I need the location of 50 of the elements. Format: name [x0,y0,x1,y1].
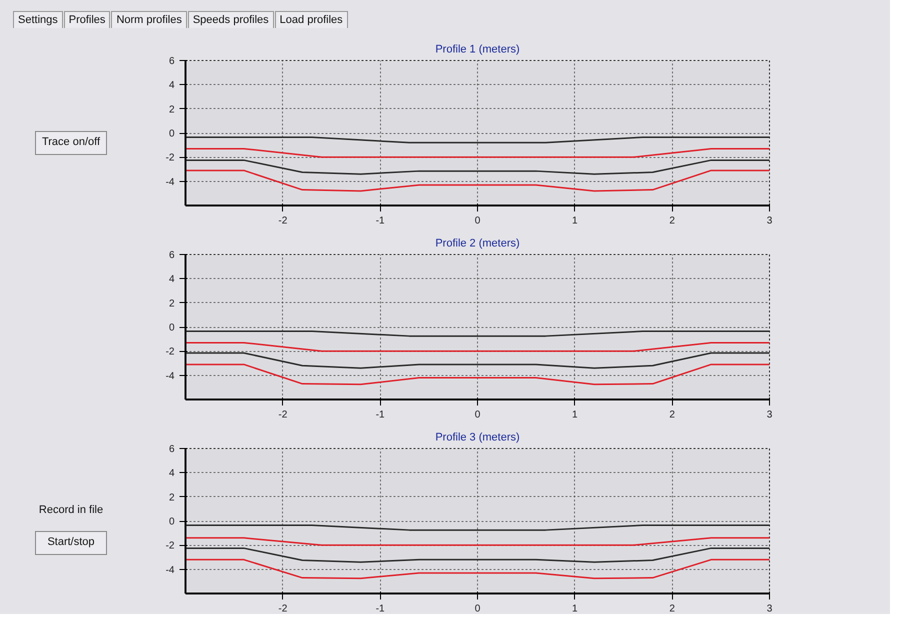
line-series [186,364,770,386]
y-tick-label: -2 [166,540,175,552]
chart-title: Profile 1 (meters) [435,44,520,56]
y-tick-label: -2 [166,346,175,358]
y-tick-label: -4 [166,370,175,382]
text: Speeds profiles [188,11,274,28]
x-tick-label: 0 [474,604,481,614]
chart-title: Profile 3 (meters) [435,432,520,444]
x-tick-label: 2 [669,604,676,614]
x-tick-label: 1 [572,604,578,614]
y-tick-label: 2 [168,104,175,116]
y-tick-label: -4 [166,564,175,576]
text: Start/stop [35,531,107,555]
text: Settings [13,11,63,28]
x-tick-label: -2 [278,604,288,614]
y-tick-label: 4 [168,468,175,480]
text: Trace on/off [35,131,107,155]
line-series [186,558,770,580]
x-tick-label: -2 [278,410,288,420]
text: Norm profiles [111,11,187,28]
y-tick-label: 0 [168,322,175,334]
y-tick-label: 2 [168,298,175,310]
y-tick-label: 0 [168,128,175,140]
x-tick-label: -2 [278,216,288,226]
x-tick-label: 1 [572,216,578,226]
chart-title: Profile 2 (meters) [435,238,520,250]
y-tick-label: 6 [168,444,175,455]
x-tick-label: 2 [669,410,676,420]
line-series [186,170,770,192]
y-tick-label: -2 [166,152,175,164]
text: Record in file [38,503,104,518]
y-tick-label: 0 [168,516,175,528]
y-tick-label: 2 [168,492,175,504]
x-tick-label: -1 [376,216,386,226]
y-tick-label: 4 [168,80,175,92]
y-tick-label: 6 [168,250,175,261]
x-tick-label: -1 [376,604,386,614]
x-tick-label: 1 [572,410,578,420]
text: Profiles [64,11,110,28]
y-tick-label: 4 [168,274,175,286]
y-tick-label: -4 [166,176,175,188]
x-tick-label: 3 [766,410,773,420]
x-tick-label: 3 [766,604,773,614]
x-tick-label: 2 [669,216,676,226]
x-tick-label: 3 [766,216,773,226]
x-tick-label: 0 [474,216,481,226]
text: Load profiles [274,11,348,28]
x-tick-label: -1 [376,410,386,420]
x-tick-label: 0 [474,410,481,420]
y-tick-label: 6 [168,56,175,67]
